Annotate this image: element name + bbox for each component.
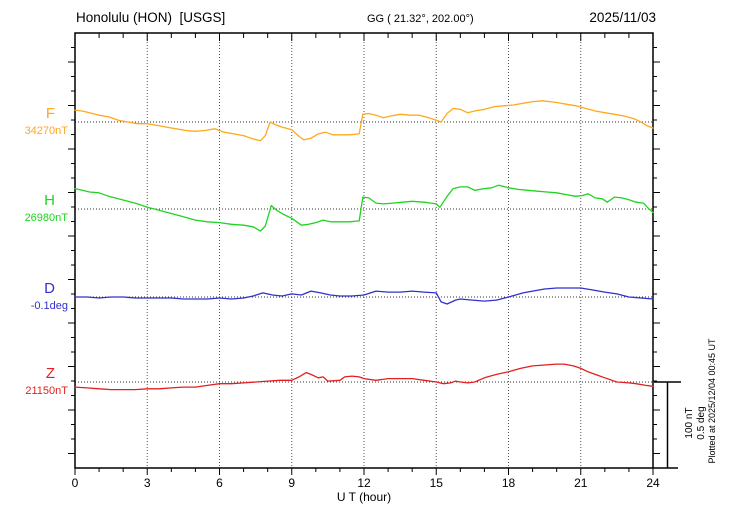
x-axis-label: U T (hour) [336, 490, 392, 504]
y-axis-ticks [68, 47, 660, 454]
trace-baseline-value-F: 34270nT [24, 125, 68, 137]
trace-letter-D: D [44, 280, 55, 297]
svg-text:24: 24 [646, 476, 660, 490]
scale-bar [654, 381, 681, 468]
geographic-coordinates: GG ( 21.32°, 202.00°) [367, 13, 474, 25]
trace-label-D: D -0.1deg [0, 281, 68, 312]
trace-baseline-value-Z: 21150nT [25, 385, 68, 397]
trace-baselines [75, 121, 653, 383]
scale-bar-nt: 100 nT [684, 407, 695, 439]
trace-curves [74, 100, 654, 391]
svg-text:15: 15 [430, 476, 444, 490]
curve-F [74, 100, 654, 142]
svg-text:21: 21 [574, 476, 588, 490]
trace-letter-Z: Z [45, 365, 55, 382]
observation-date: 2025/11/03 [589, 10, 656, 25]
trace-baseline-value-D: -0.1deg [30, 300, 68, 312]
trace-label-Z: Z 21150nT [0, 366, 68, 397]
svg-text:3: 3 [144, 476, 151, 490]
svg-text:9: 9 [288, 476, 295, 490]
trace-letter-F: F [45, 105, 55, 122]
trace-label-H: H 26980nT [0, 193, 68, 224]
svg-text:18: 18 [502, 476, 516, 490]
plotted-at-note: Plotted at 2025/12/04 00:45 UT [707, 338, 717, 464]
scale-bar-deg: 0.5 deg [695, 406, 707, 440]
vertical-gridlines [146, 33, 582, 468]
x-axis-ticks [74, 33, 654, 475]
x-tick-labels: 0 3 6 9 12 15 18 21 24 [72, 476, 660, 490]
trace-baseline-value-H: 26980nT [24, 212, 68, 224]
plot-border [74, 32, 678, 469]
trace-letter-H: H [44, 192, 55, 209]
curve-H [74, 184, 654, 232]
trace-label-F: F 34270nT [0, 106, 68, 137]
svg-text:0: 0 [72, 476, 79, 490]
curve-Z [74, 363, 654, 391]
svg-text:6: 6 [216, 476, 223, 490]
svg-text:12: 12 [357, 476, 371, 490]
scale-bar-label: 100 nT 0.5 deg [684, 397, 708, 449]
station-title: Honolulu (HON) [USGS] [76, 10, 226, 25]
curve-D [74, 287, 654, 305]
